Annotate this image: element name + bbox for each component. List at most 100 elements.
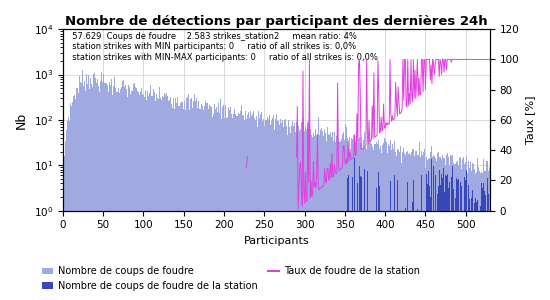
- Bar: [468, 161, 469, 300]
- Bar: [245, 111, 246, 300]
- Bar: [427, 155, 428, 300]
- Bar: [472, 158, 474, 300]
- Bar: [382, 145, 383, 300]
- Bar: [438, 186, 439, 300]
- Bar: [169, 101, 170, 300]
- Bar: [412, 149, 413, 300]
- Bar: [114, 77, 115, 300]
- Bar: [453, 189, 454, 300]
- Bar: [180, 103, 181, 300]
- Bar: [359, 166, 360, 300]
- Bar: [241, 105, 242, 300]
- Bar: [278, 121, 279, 300]
- Bar: [373, 151, 375, 300]
- Bar: [484, 191, 485, 300]
- Bar: [366, 148, 367, 300]
- Bar: [422, 150, 424, 300]
- Bar: [376, 142, 377, 300]
- Bar: [283, 127, 284, 300]
- Bar: [314, 136, 315, 300]
- Title: Nombre de détections par participant des dernières 24h: Nombre de détections par participant des…: [65, 15, 488, 28]
- Bar: [396, 155, 397, 300]
- Bar: [458, 165, 459, 300]
- Bar: [238, 113, 239, 300]
- Bar: [147, 91, 148, 300]
- Bar: [354, 158, 355, 300]
- Bar: [191, 98, 192, 300]
- Bar: [255, 119, 256, 300]
- Bar: [67, 121, 68, 300]
- Bar: [336, 135, 337, 300]
- Bar: [271, 121, 272, 300]
- Bar: [490, 168, 491, 300]
- Bar: [221, 119, 222, 300]
- Bar: [455, 198, 456, 300]
- Bar: [64, 156, 65, 300]
- Bar: [214, 109, 216, 300]
- Bar: [166, 93, 167, 300]
- Bar: [465, 180, 466, 300]
- Bar: [419, 149, 420, 300]
- Bar: [93, 74, 94, 300]
- Bar: [139, 95, 140, 300]
- Bar: [78, 86, 79, 300]
- Bar: [424, 149, 425, 300]
- Bar: [298, 127, 299, 300]
- Bar: [70, 103, 72, 300]
- Bar: [438, 152, 439, 300]
- Bar: [421, 151, 422, 300]
- Bar: [158, 99, 159, 300]
- Bar: [467, 173, 468, 300]
- Bar: [97, 79, 98, 300]
- Bar: [434, 158, 436, 300]
- Bar: [345, 124, 346, 300]
- Bar: [84, 81, 85, 300]
- Bar: [468, 185, 469, 300]
- Bar: [360, 176, 361, 300]
- Bar: [449, 182, 450, 300]
- Bar: [222, 106, 223, 300]
- Bar: [378, 172, 379, 300]
- Bar: [85, 91, 86, 300]
- Bar: [348, 148, 349, 300]
- Bar: [179, 106, 180, 300]
- Bar: [431, 159, 432, 300]
- Bar: [293, 126, 294, 300]
- Bar: [257, 127, 258, 300]
- Bar: [444, 193, 446, 300]
- Bar: [386, 146, 387, 300]
- Bar: [466, 169, 467, 300]
- Bar: [237, 116, 238, 300]
- Bar: [86, 82, 87, 300]
- Bar: [204, 106, 205, 300]
- Bar: [122, 81, 123, 300]
- Bar: [231, 114, 232, 300]
- Bar: [447, 173, 448, 300]
- Y-axis label: Taux [%]: Taux [%]: [525, 96, 535, 144]
- Bar: [448, 188, 449, 300]
- Bar: [351, 138, 352, 300]
- Bar: [339, 142, 340, 300]
- Bar: [488, 194, 489, 300]
- Bar: [477, 158, 478, 300]
- Bar: [230, 107, 231, 300]
- Bar: [194, 94, 195, 300]
- Bar: [102, 82, 103, 300]
- Bar: [248, 112, 249, 300]
- Bar: [442, 178, 443, 300]
- Bar: [159, 87, 160, 300]
- Bar: [276, 114, 277, 300]
- Bar: [478, 167, 479, 300]
- Bar: [266, 120, 267, 300]
- Bar: [391, 150, 392, 300]
- Bar: [173, 98, 174, 300]
- Bar: [261, 112, 262, 300]
- Bar: [486, 161, 487, 300]
- Bar: [344, 140, 345, 300]
- Bar: [227, 117, 228, 300]
- Bar: [323, 138, 324, 300]
- Bar: [210, 106, 211, 300]
- Bar: [404, 153, 405, 300]
- Bar: [217, 112, 218, 300]
- Bar: [335, 142, 336, 300]
